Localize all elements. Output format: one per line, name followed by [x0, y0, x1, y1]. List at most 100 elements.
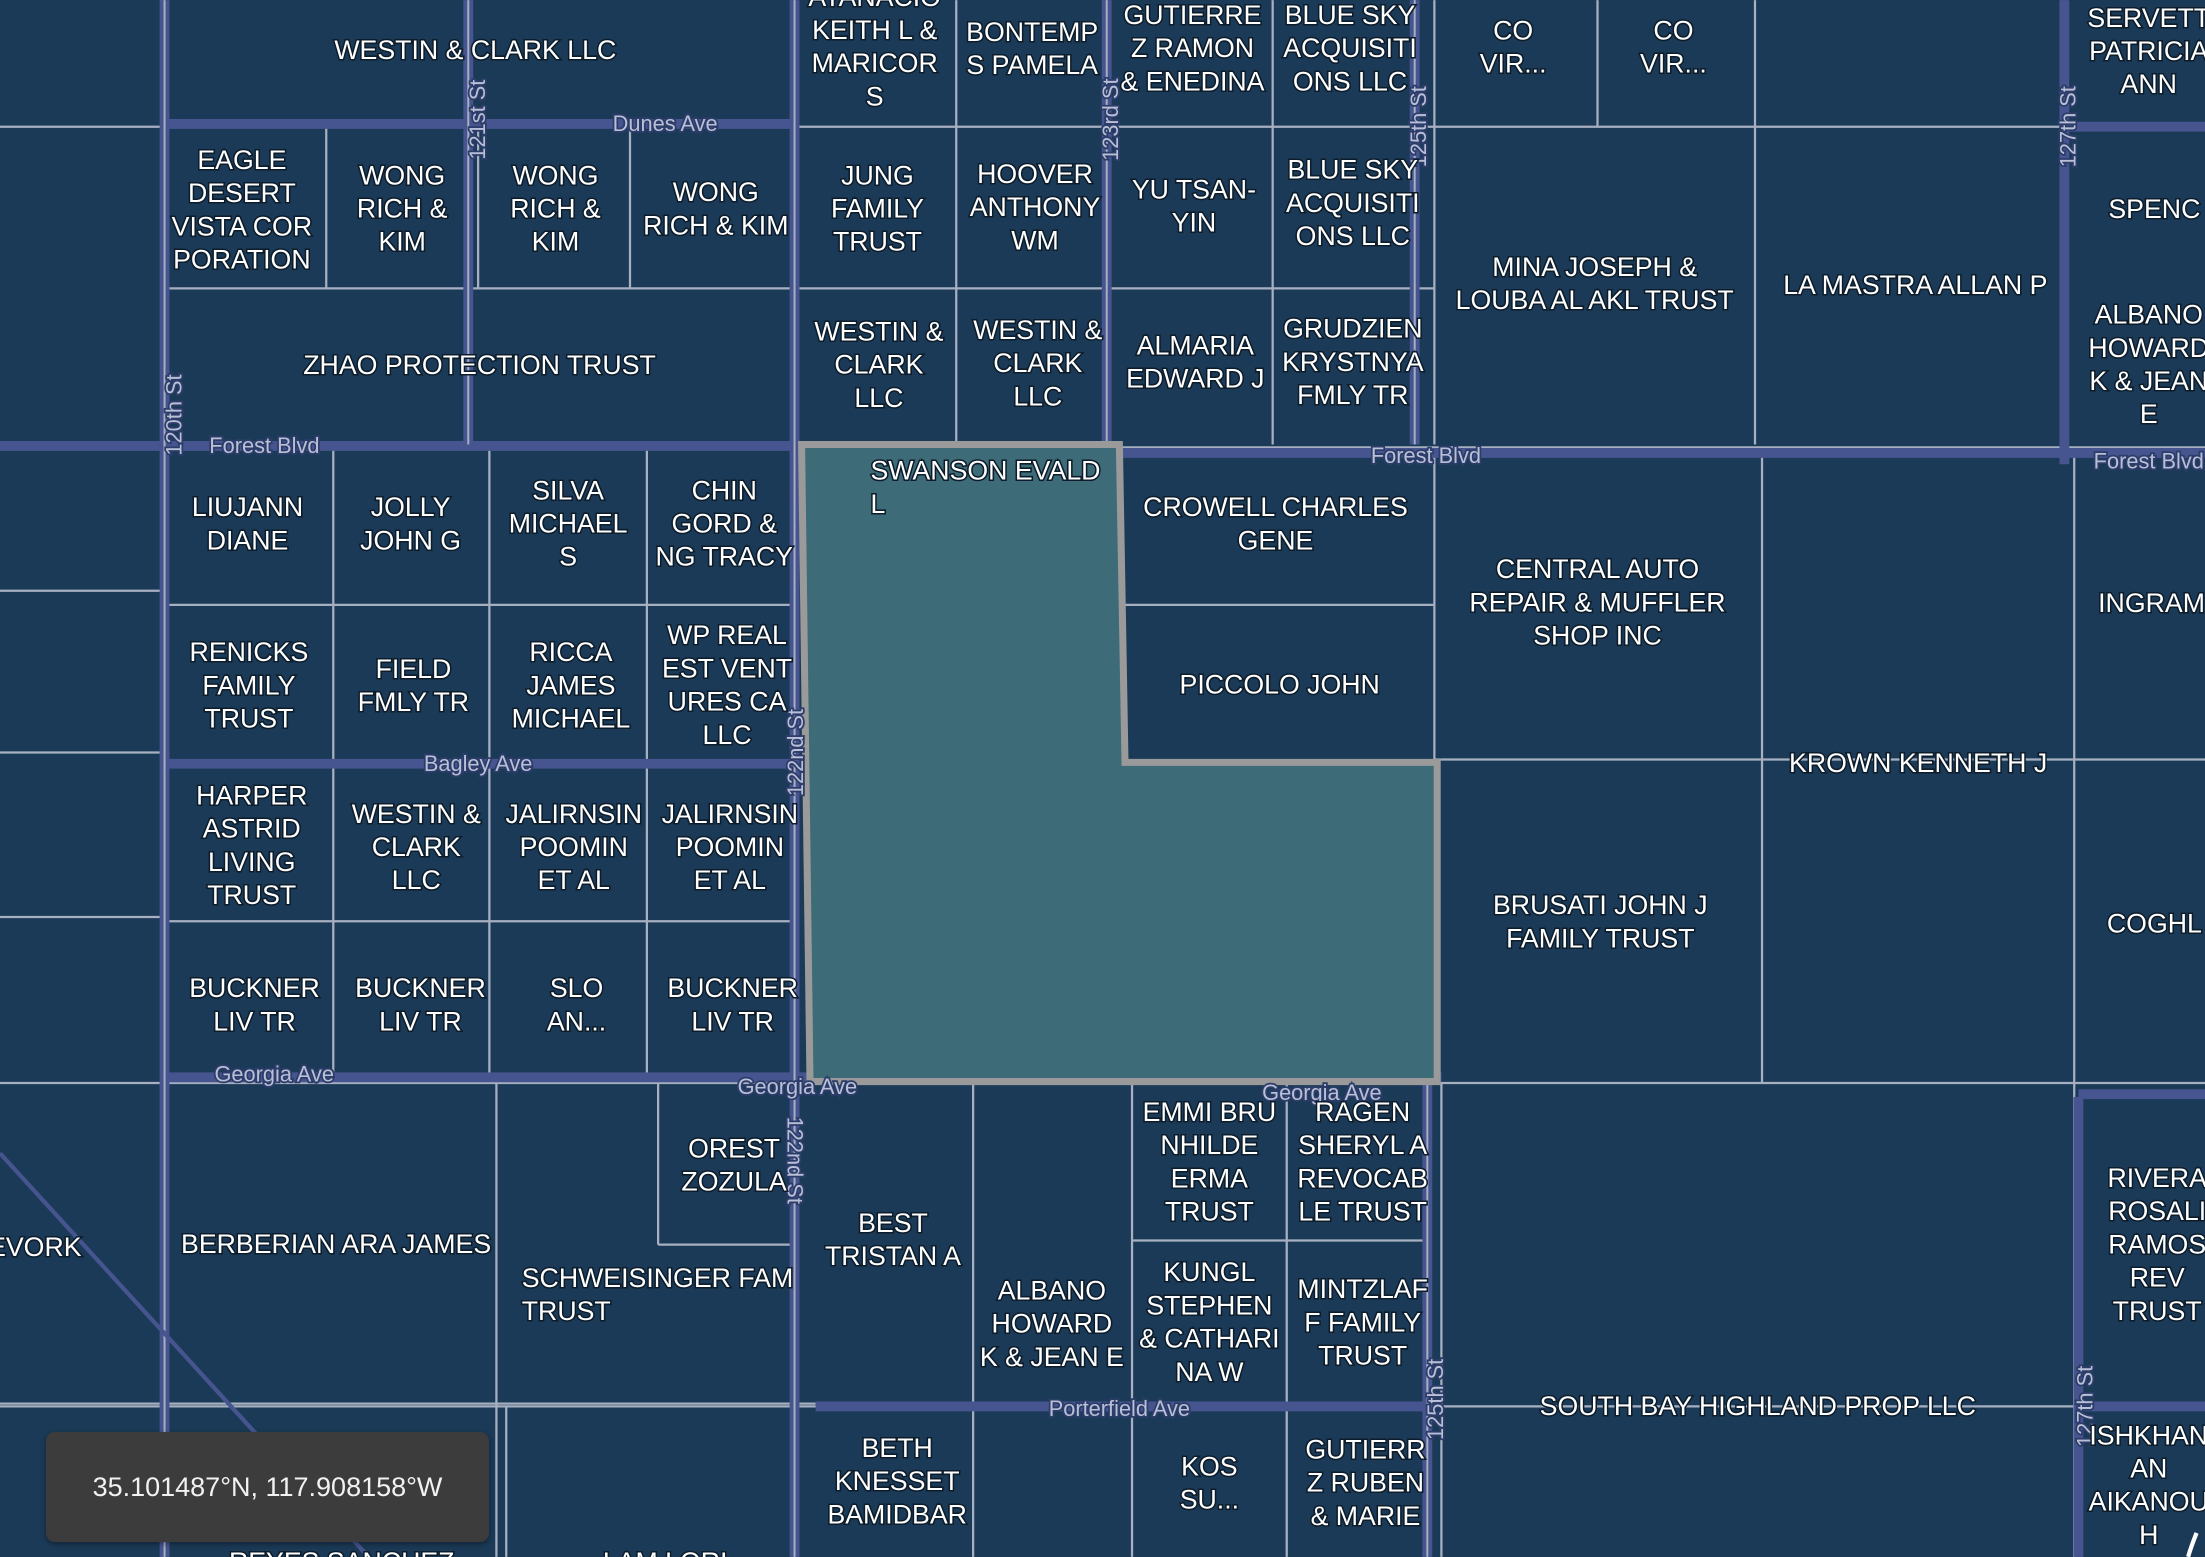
parcel-label[interactable]: EVORK [0, 1230, 83, 1263]
parcel-label[interactable]: SOUTH BAY HIGHLAND PROP LLC [1538, 1389, 1977, 1422]
parcel-label[interactable]: GRUDZIEN KRYSTNYA FMLY TR [1281, 312, 1426, 411]
parcel-label[interactable]: LA MASTRA ALLAN P [1782, 269, 2049, 302]
selected-parcel[interactable] [798, 441, 1441, 1086]
parcel-label[interactable]: BUCKNER LIV TR [354, 972, 488, 1038]
parcel-label[interactable]: GUTIERRE Z RAMON & ENEDINA [1119, 0, 1266, 98]
parcel-label[interactable]: GUTIERR Z RUBEN & MARIE [1304, 1433, 1427, 1532]
parcel-label[interactable]: CROWELL CHARLES GENE [1142, 491, 1410, 557]
parcel-label[interactable]: SERVETT PATRICIA ANN [2086, 1, 2205, 100]
parcel-label[interactable]: JOLLY JOHN G [359, 491, 463, 557]
parcel-label[interactable]: WP REAL EST VENT URES CA LLC [660, 619, 793, 752]
parcel-label[interactable]: RAGEN SHERYL A REVOCAB LE TRUST [1296, 1095, 1430, 1228]
parcel-label[interactable]: INGRAM [2097, 586, 2205, 619]
parcel-label-line: & MARIE [1311, 1501, 1421, 1531]
parcel-label-line: ROSALI [2108, 1196, 2205, 1226]
parcel-label[interactable]: WESTIN & CLARK LLC [813, 315, 945, 414]
parcel-label-line: VISTA COR [172, 211, 312, 241]
parcel-label[interactable]: BETH KNESSET BAMIDBAR [826, 1431, 969, 1530]
parcel-label[interactable]: KROWN KENNETH J [1788, 747, 2049, 780]
parcel-label-line: WONG [512, 160, 598, 190]
parcel-label-line: EMMI BRU [1143, 1097, 1277, 1127]
parcel-label[interactable]: JALIRNSIN POOMIN ET AL [660, 797, 800, 896]
street-label: 125th St [1423, 1359, 1448, 1440]
parcel-label-line: ZHAO PROTECTION TRUST [303, 350, 656, 380]
parcel-label[interactable]: COGHL [2105, 907, 2203, 940]
parcel-label[interactable]: BEST TRISTAN A [823, 1206, 962, 1272]
parcel-label-line: KEITH L & [812, 15, 937, 45]
parcel-label-line: YU TSAN- [1132, 174, 1256, 204]
parcel-label-line: PORATION [173, 244, 310, 274]
parcel-label[interactable]: WESTIN & CLARK LLC [333, 34, 618, 67]
parcel-label-line: TRUST [833, 227, 922, 257]
parcel-label-line: DIANE [207, 525, 289, 555]
parcel-label[interactable]: LIUJANN DIANE [190, 491, 304, 557]
parcel-label-line: FAMILY [202, 670, 295, 700]
parcel-label[interactable]: REYES SANCHEZ [227, 1545, 456, 1557]
parcel-label-line: ET AL [694, 865, 766, 895]
parcel-label-line: TRUST [2113, 1296, 2202, 1326]
parcel-label-line: REYES SANCHEZ [229, 1547, 455, 1557]
parcel-label-line: YIN [1172, 208, 1217, 238]
parcel-label[interactable]: CO VIR... [1478, 14, 1548, 80]
parcel-label[interactable]: BLUE SKY ACQUISITI ONS LLC [1285, 153, 1422, 252]
parcel-label[interactable]: SPENC [2107, 193, 2202, 226]
parcel-label-line: BLUE SKY [1285, 0, 1416, 30]
parcel-label[interactable]: BONTEMP S PAMELA [965, 15, 1100, 81]
parcel-label[interactable]: HARPER ASTRID LIVING TRUST [195, 779, 309, 912]
parcel-label[interactable]: PICCOLO JOHN [1178, 668, 1381, 701]
parcel-label[interactable]: JALIRNSIN POOMIN ET AL [504, 797, 644, 896]
parcel-label[interactable]: KOS SU... [1178, 1450, 1240, 1516]
parcel-label[interactable]: WONG RICH & KIM [355, 159, 449, 258]
parcel-label[interactable]: BRUSATI JOHN J FAMILY TRUST [1491, 889, 1709, 955]
parcel-label[interactable]: CENTRAL AUTO REPAIR & MUFFLER SHOP INC [1468, 553, 1727, 652]
parcel-label-line: SLO [550, 973, 603, 1003]
parcel-label[interactable]: MINA JOSEPH & LOUBA AL AKL TRUST [1454, 250, 1735, 316]
parcel-label[interactable]: SWANSON EVALD L [869, 454, 1102, 520]
parcel-label[interactable]: CHIN GORD & NG TRACY [654, 474, 795, 573]
parcel-label[interactable]: ALMARIA EDWARD J [1125, 329, 1267, 395]
parcel-label-line: BLUE SKY [1288, 155, 1419, 185]
parcel-label-line: PATRICIA [2089, 36, 2205, 66]
parcel-label[interactable]: BLUE SKY ACQUISITI ONS LLC [1282, 0, 1419, 98]
parcel-label[interactable]: ALBANO HOWARD K & JEAN E [2087, 298, 2205, 431]
parcel-label[interactable]: SLO AN... [545, 972, 607, 1038]
parcel-label-line: WONG [673, 177, 759, 207]
parcel-label[interactable]: KUNGL STEPHEN & CATHARI NA W [1138, 1256, 1282, 1389]
parcel-label[interactable]: RENICKS FAMILY TRUST [188, 636, 310, 735]
parcel-label[interactable]: BUCKNER LIV TR [666, 972, 800, 1038]
parcel-label[interactable]: CO VIR... [1639, 14, 1709, 80]
parcel-label[interactable]: ZHAO PROTECTION TRUST [302, 349, 658, 382]
parcel-label[interactable]: EAGLE DESERT VISTA COR PORATION [170, 143, 314, 276]
parcel-label[interactable]: HOOVER ANTHONY WM [968, 157, 1102, 256]
parcel-label[interactable]: OREST ZOZULA [680, 1132, 789, 1198]
parcel-label[interactable]: RICCA JAMES MICHAEL [510, 636, 632, 735]
parcel-label[interactable]: SILVA MICHAEL S [507, 474, 629, 573]
parcel-label[interactable]: ISHKHAN AN AIKANOU H [2087, 1419, 2205, 1552]
street-label: 125th St [1406, 86, 1431, 167]
parcel-label[interactable]: EMMI BRU NHILDE ERMA TRUST [1141, 1095, 1278, 1228]
parcel-label[interactable]: JUNG FAMILY TRUST [829, 159, 925, 258]
parcel-label[interactable]: RIVERA ROSALI RAMOS REV TRUST [2106, 1161, 2205, 1327]
parcel-label[interactable]: SCHWEISINGER FAM TRUST [520, 1261, 795, 1327]
parcel-label[interactable]: WESTIN & CLARK LLC [350, 797, 482, 896]
parcel-label-line: CROWELL CHARLES [1143, 492, 1408, 522]
parcel-label[interactable]: WESTIN & CLARK LLC [972, 314, 1104, 413]
parcel-label[interactable]: BUCKNER LIV TR [188, 972, 322, 1038]
parcel-label[interactable]: WONG RICH & KIM [642, 176, 791, 242]
parcel-label[interactable]: BERBERIAN ARA JAMES [179, 1228, 492, 1261]
parcel-label[interactable]: FIELD FMLY TR [356, 652, 470, 718]
parcel-label-line: WESTIN & [814, 316, 943, 346]
parcel-label[interactable]: WONG RICH & KIM [509, 159, 603, 258]
parcel-label[interactable]: LAM LORI [601, 1545, 729, 1557]
parcel-label-line: ISHKHAN [2089, 1420, 2205, 1450]
parcel-label-line: TRUST [522, 1296, 611, 1326]
parcel-label[interactable]: MINTZLAF F FAMILY TRUST [1296, 1273, 1430, 1372]
parcel-label-line: FMLY TR [1297, 380, 1408, 410]
parcel-label-line: Z RUBEN [1307, 1468, 1424, 1498]
parcel-label-line: LIVING [208, 847, 296, 877]
parcel-label[interactable]: ALBANO HOWARD K & JEAN E [978, 1274, 1125, 1373]
parcel-label-line: ONS LLC [1296, 221, 1410, 251]
parcel-label[interactable]: YU TSAN- YIN [1130, 173, 1257, 239]
